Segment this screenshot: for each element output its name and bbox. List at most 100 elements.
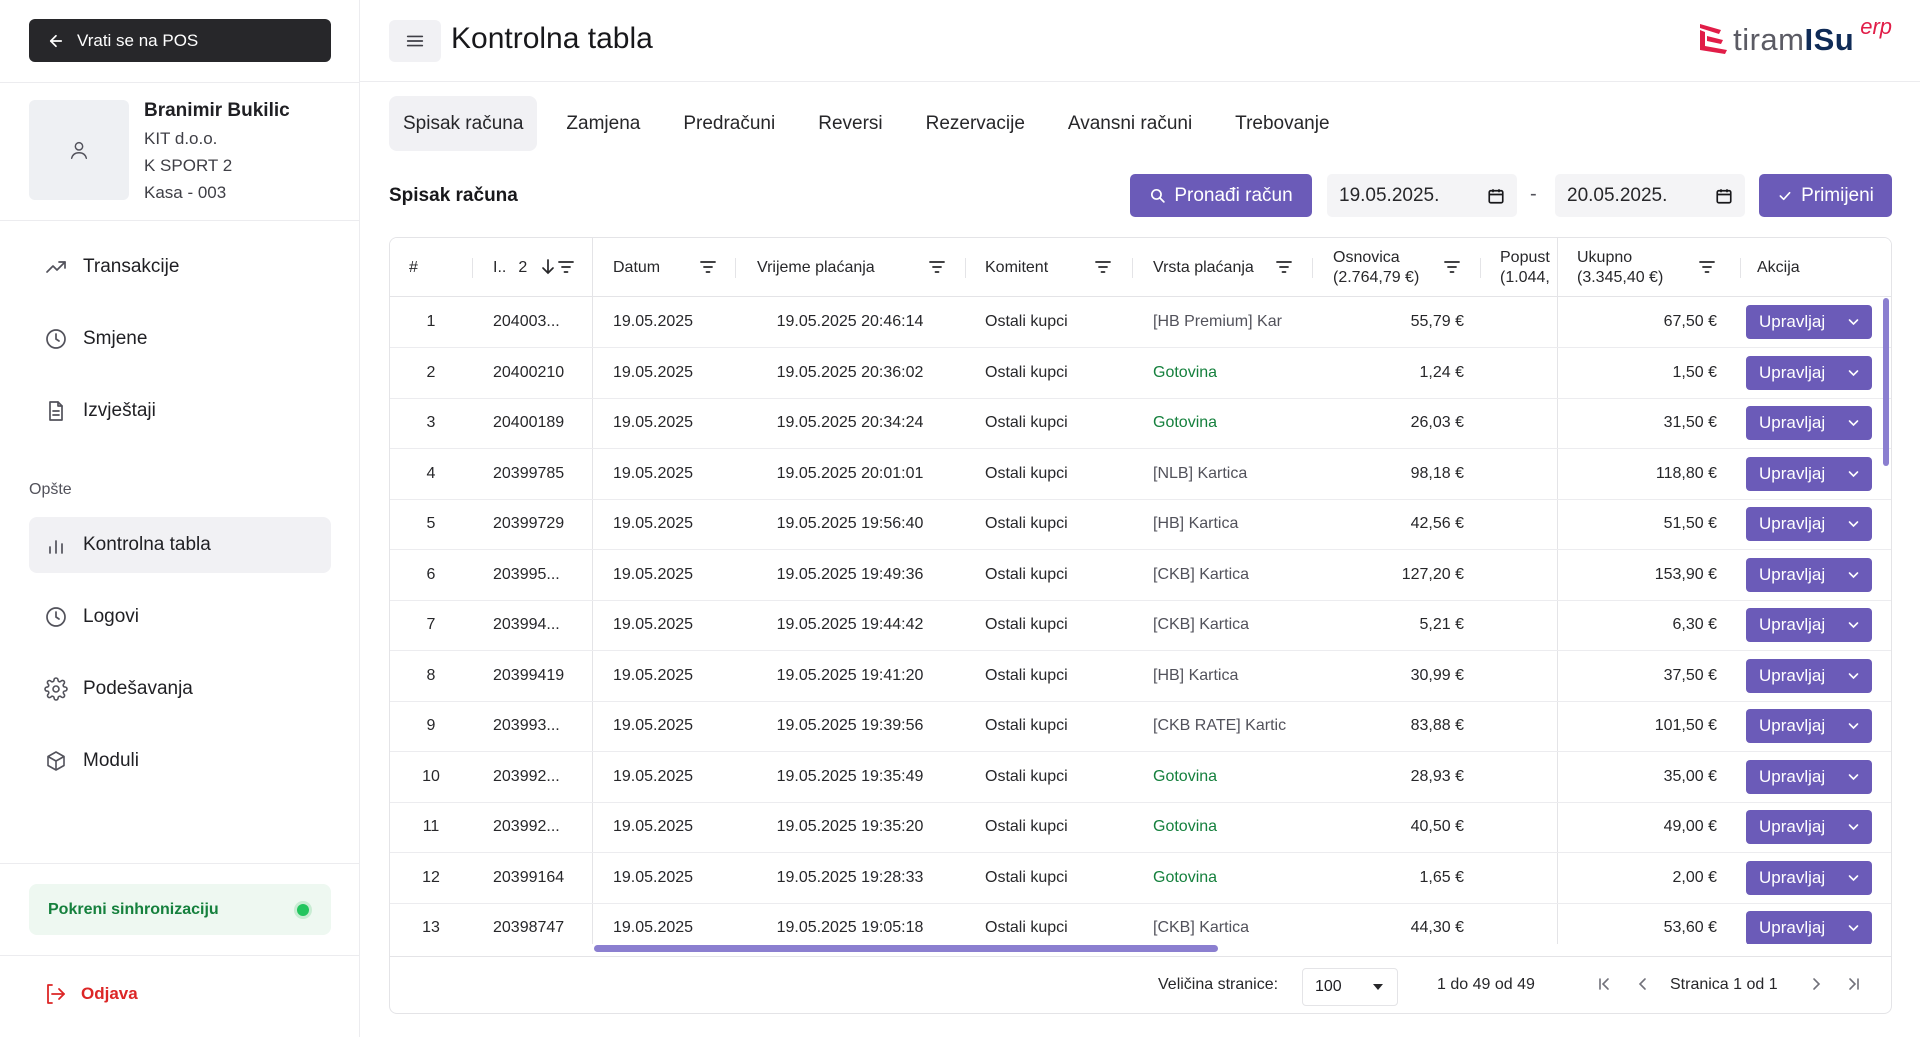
manage-button[interactable]: Upravljaj	[1746, 860, 1872, 895]
nav-item-kontrolna-tabla[interactable]: Kontrolna tabla	[29, 517, 331, 573]
cell-client: Ostali kupci	[985, 717, 1068, 734]
bar-chart-icon	[43, 532, 69, 558]
manage-button[interactable]: Upravljaj	[1746, 911, 1872, 944]
cell-date: 19.05.2025	[613, 565, 694, 583]
column-separator[interactable]	[1312, 258, 1313, 278]
cell-client: Ostali kupci	[985, 919, 1068, 936]
table-row[interactable]: 2 20400210 19.05.2025 19.05.2025 20:36:02 Os…	[390, 348, 1891, 399]
manage-button[interactable]: Upravljaj	[1746, 810, 1872, 844]
filter-icon[interactable]	[699, 258, 717, 276]
manage-button[interactable]: Upravljaj	[1746, 507, 1872, 541]
table-row[interactable]: 3 20400189 19.05.2025 19.05.2025 20:34:24 Os…	[390, 398, 1891, 449]
nav-item-smjene[interactable]: Smjene	[29, 311, 331, 367]
col-header-id-label: I..	[493, 258, 507, 276]
sync-button[interactable]: Pokreni sinhronizaciju	[29, 884, 331, 935]
cell-payment-type: Gotovina	[1153, 363, 1218, 381]
last-page-icon[interactable]	[1846, 976, 1862, 992]
nav-item-moduli[interactable]: Moduli	[29, 733, 331, 789]
filter-icon[interactable]	[557, 258, 575, 276]
table-row[interactable]: 6 203995... 19.05.2025 19.05.2025 19:49:36 O…	[390, 550, 1891, 601]
table-row[interactable]: 9 203993... 19.05.2025 19.05.2025 19:39:56 O…	[390, 701, 1891, 752]
table-row[interactable]: 10 203992... 19.05.2025 19.05.2025 19:35:49…	[390, 752, 1891, 803]
prev-page-icon[interactable]	[1635, 976, 1651, 992]
column-separator[interactable]	[1740, 258, 1741, 278]
column-separator[interactable]	[472, 258, 473, 278]
manage-button[interactable]: Upravljaj	[1746, 557, 1872, 592]
apply-button[interactable]: Primijeni	[1759, 174, 1892, 217]
cell-client: Ostali kupci	[985, 565, 1068, 583]
manage-button[interactable]: Upravljaj	[1746, 456, 1872, 491]
sidebar: Vrati se na POS Branimir Bukilic KIT d.o…	[0, 0, 360, 1037]
find-receipt-button[interactable]: Pronađi račun	[1130, 174, 1312, 217]
cell-base: 26,03 €	[1410, 414, 1464, 431]
filter-icon[interactable]	[928, 258, 946, 276]
col-header-base[interactable]: Osnovica (2.764,79 €)	[1333, 238, 1419, 297]
cell-number: 6	[426, 565, 436, 583]
filter-icon[interactable]	[1698, 258, 1716, 276]
nav-item-podesavanja[interactable]: Podešavanja	[29, 661, 331, 717]
col-header-total[interactable]: Ukupno (3.345,40 €)	[1577, 238, 1663, 297]
column-separator[interactable]	[965, 258, 966, 278]
filter-icon[interactable]	[1275, 258, 1293, 276]
horizontal-scrollbar[interactable]	[594, 945, 1218, 952]
first-page-icon[interactable]	[1596, 976, 1612, 992]
manage-button[interactable]: Upravljaj	[1746, 355, 1872, 390]
menu-toggle-button[interactable]	[389, 20, 441, 62]
tab-rezervacije[interactable]: Rezervacije	[925, 112, 1025, 134]
table-row[interactable]: 11 203992... 19.05.2025 19.05.2025 19:35:20…	[390, 802, 1891, 853]
table-row[interactable]: 13 20398747 19.05.2025 19.05.2025 19:05:18 O…	[390, 903, 1891, 944]
table-row[interactable]: 4 20399785 19.05.2025 19.05.2025 20:01:01 Os…	[390, 449, 1891, 500]
clock-icon	[43, 604, 69, 630]
sort-desc-icon[interactable]	[540, 258, 556, 276]
calendar-icon[interactable]	[1487, 187, 1505, 205]
cell-id: 203994...	[493, 616, 560, 633]
manage-button[interactable]: Upravljaj	[1746, 608, 1872, 642]
tab-reversi[interactable]: Reversi	[818, 112, 883, 134]
tiramisu-erp-logo: tiramISu erp	[1697, 14, 1892, 58]
column-separator[interactable]	[1480, 258, 1481, 278]
nav-item-izvjestaji[interactable]: Izvještaji	[29, 383, 331, 439]
tab-spisak-racuna[interactable]: Spisak računa	[389, 96, 538, 151]
table-row[interactable]: 5 20399729 19.05.2025 19.05.2025 19:56:40 Os…	[390, 499, 1891, 550]
tab-trebovanje[interactable]: Trebovanje	[1235, 112, 1330, 134]
col-header-discount[interactable]: Popust (1.044,	[1500, 238, 1556, 297]
table-row[interactable]: 7 203994... 19.05.2025 19.05.2025 19:44:42 O…	[390, 600, 1891, 651]
date-from-input[interactable]: 19.05.2025.	[1327, 174, 1517, 217]
filter-icon[interactable]	[1443, 258, 1461, 276]
column-separator[interactable]	[735, 258, 736, 278]
logout-button[interactable]: Odjava	[43, 982, 138, 1006]
col-header-payment-time[interactable]: Vrijeme plaćanja	[757, 258, 875, 276]
table-row[interactable]: 1 204003... 19.05.2025 19.05.2025 20:46:14 O…	[390, 297, 1891, 348]
cell-date: 19.05.2025	[613, 666, 694, 684]
table-row[interactable]: 8 20399419 19.05.2025 19.05.2025 19:41:20 Os…	[390, 651, 1891, 702]
col-header-date[interactable]: Datum	[613, 258, 661, 276]
date-from-value: 19.05.2025.	[1339, 184, 1440, 206]
hamburger-icon	[406, 35, 424, 47]
manage-button[interactable]: Upravljaj	[1746, 406, 1872, 440]
manage-button[interactable]: Upravljaj	[1746, 305, 1872, 339]
manage-button[interactable]: Upravljaj	[1746, 759, 1872, 794]
manage-button[interactable]: Upravljaj	[1746, 658, 1872, 693]
next-page-icon[interactable]	[1808, 976, 1824, 992]
date-to-input[interactable]: 20.05.2025.	[1555, 174, 1745, 217]
vertical-scrollbar[interactable]	[1883, 298, 1889, 466]
tab-zamjena[interactable]: Zamjena	[566, 112, 641, 134]
table-row[interactable]: 12 20399164 19.05.2025 19.05.2025 19:28:33 O…	[390, 853, 1891, 904]
nav-item-logovi[interactable]: Logovi	[29, 589, 331, 645]
cell-id: 203992...	[493, 818, 560, 835]
calendar-icon[interactable]	[1715, 187, 1733, 205]
filter-icon[interactable]	[1094, 258, 1112, 276]
manage-button[interactable]: Upravljaj	[1746, 709, 1872, 743]
tab-avansni-racuni[interactable]: Avansni računi	[1067, 112, 1193, 134]
chevron-down-icon	[1848, 672, 1859, 679]
col-header-payment-type[interactable]: Vrsta plaćanja	[1153, 258, 1254, 276]
column-separator[interactable]	[1132, 258, 1133, 278]
col-header-client[interactable]: Komitent	[985, 258, 1049, 276]
col-header-id[interactable]: I.. 2	[493, 238, 527, 297]
manage-label: Upravljaj	[1759, 413, 1826, 432]
cell-base: 55,79 €	[1410, 313, 1464, 330]
back-to-pos-button[interactable]: Vrati se na POS	[29, 19, 331, 62]
page-size-select[interactable]: 100	[1302, 968, 1398, 1006]
nav-item-transakcije[interactable]: Transakcije	[29, 239, 331, 295]
tab-predracuni[interactable]: Predračuni	[683, 112, 776, 134]
